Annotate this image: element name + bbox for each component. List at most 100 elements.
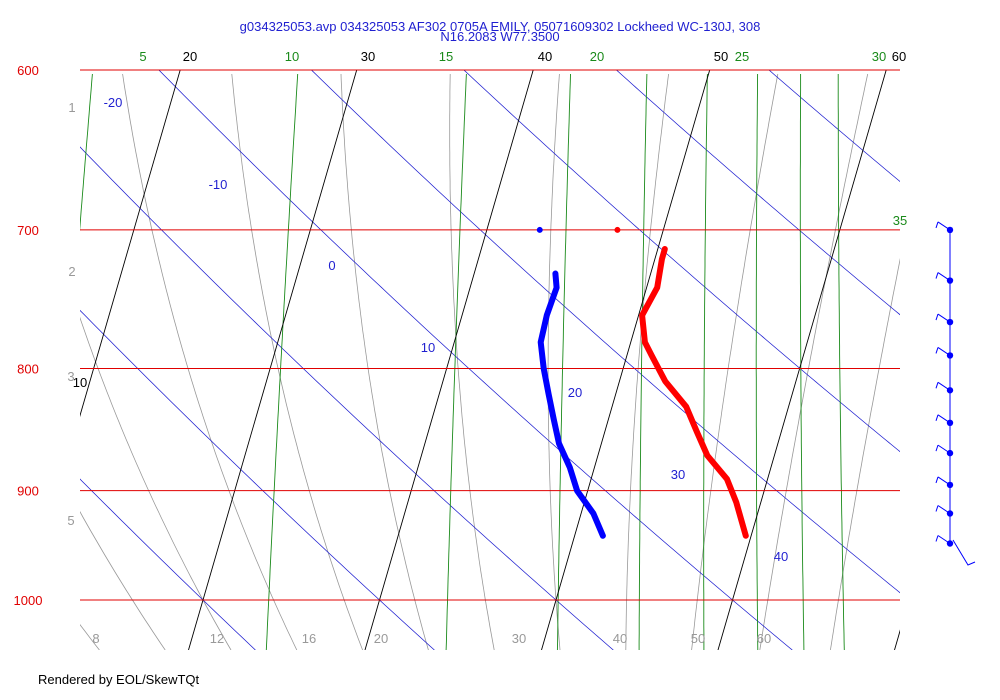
moist-adiabat <box>80 624 100 650</box>
mixing-ratio-line <box>703 73 708 650</box>
moist-adiabat-label: 40 <box>613 631 627 646</box>
dry-adiabat-label: 10 <box>421 340 435 355</box>
wind-barb <box>937 272 951 281</box>
pressure-label: 800 <box>17 361 39 376</box>
wind-barb <box>937 313 951 323</box>
wind-barb-flag <box>935 444 939 452</box>
isotherm-label: 30 <box>361 49 375 64</box>
isotherm <box>717 70 887 650</box>
mixing-ratio-line <box>265 73 299 650</box>
chart-title: g034325053.avp 034325053 AF302 0705A EMI… <box>239 19 761 34</box>
moist-adiabat-label: 16 <box>302 631 316 646</box>
wind-profile <box>935 221 976 566</box>
wind-barb <box>937 414 951 424</box>
dry-adiabat <box>922 70 1000 650</box>
dry-adiabat <box>463 70 900 453</box>
moist-adiabat <box>449 73 495 650</box>
temperature-trace <box>639 246 749 539</box>
isotherm <box>188 70 358 650</box>
isotherm-label: 20 <box>183 49 197 64</box>
mixing-ratio-label: 10 <box>285 49 299 64</box>
dry-adiabat <box>616 70 900 316</box>
moist-adiabat <box>80 316 232 650</box>
moist-adiabat <box>231 73 363 650</box>
moist-adiabat-label: 20 <box>374 631 388 646</box>
dry-adiabat-label: -20 <box>104 95 123 110</box>
mixing-ratio-label: 20 <box>590 49 604 64</box>
mixing-ratio-label: 25 <box>735 49 749 64</box>
moist-adiabat-label: 30 <box>512 631 526 646</box>
dry-adiabat-label: 40 <box>774 549 788 564</box>
mixing-ratio-line <box>799 74 805 650</box>
isotherm <box>0 70 4 650</box>
dry-adiabat <box>80 309 435 650</box>
moist-adiabat-label: 50 <box>691 631 705 646</box>
wind-barb <box>937 381 951 391</box>
isotherm-label: 40 <box>538 49 552 64</box>
moist-adiabat <box>547 73 561 650</box>
moist-adiabat <box>122 73 298 650</box>
mixing-ratio-label: 5 <box>139 49 146 64</box>
wind-barb-flag <box>935 476 939 484</box>
mixing-ratio-line <box>556 73 571 650</box>
dry-adiabat-label: 0 <box>328 258 335 273</box>
isotherm <box>541 70 711 650</box>
wind-barb-flag <box>935 272 939 279</box>
mixing-ratio-line <box>80 73 93 232</box>
height-label: 3 <box>67 369 74 384</box>
pressure-label: 700 <box>17 223 39 238</box>
moist-adiabat-label: 8 <box>92 631 99 646</box>
mixing-ratio-label: 30 <box>872 49 886 64</box>
dry-adiabat <box>0 70 77 650</box>
dry-adiabat <box>80 146 614 650</box>
dry-adiabat <box>158 70 793 650</box>
height-label: 2 <box>68 264 75 279</box>
isotherm-label: 10 <box>73 375 87 390</box>
dry-adiabat-label: 30 <box>671 467 685 482</box>
dewpoint-trace <box>537 270 606 539</box>
mixing-ratio-label: 35 <box>893 213 907 228</box>
dry-adiabat <box>311 70 900 594</box>
dry-adiabat <box>80 478 256 650</box>
wind-barb-flag <box>935 347 939 354</box>
mixing-ratio-line <box>837 74 845 650</box>
moist-adiabat <box>80 511 166 650</box>
mixing-ratio-line <box>755 73 759 650</box>
wind-barb <box>937 221 951 231</box>
wind-barb-flag <box>935 505 939 512</box>
wind-barb <box>937 444 951 454</box>
isotherm <box>364 70 534 650</box>
wind-barb <box>937 347 951 356</box>
moist-adiabat <box>340 73 429 650</box>
isotherm-label: 60 <box>892 49 906 64</box>
render-credit: Rendered by EOL/SkewTQt <box>38 672 200 687</box>
wind-barb <box>937 505 951 514</box>
wind-barb-flag <box>935 414 939 421</box>
pressure-label: 1000 <box>14 593 43 608</box>
dry-adiabat-label: -10 <box>209 177 228 192</box>
isotherm <box>80 70 181 418</box>
dry-adiabat-label: 20 <box>568 385 582 400</box>
temperature-point <box>614 226 621 233</box>
chart-subtitle: N16.2083 W77.3500 <box>440 29 560 44</box>
moist-adiabat <box>691 73 779 650</box>
wind-barb-flag <box>935 221 939 229</box>
height-label: 5 <box>67 513 74 528</box>
isotherm-label: 50 <box>714 49 728 64</box>
height-label: 1 <box>68 100 75 115</box>
wind-barb-flag <box>935 313 939 321</box>
wind-barb <box>937 476 951 486</box>
mixing-ratio-line <box>445 73 467 650</box>
moist-adiabat <box>759 73 869 650</box>
wind-barb-flag <box>935 382 939 389</box>
mixing-ratio-line <box>638 73 648 650</box>
dry-adiabat <box>768 70 900 183</box>
moist-adiabat <box>972 74 1000 650</box>
dewpoint-point <box>536 226 543 233</box>
wind-barb <box>937 535 951 544</box>
wind-barb-flag <box>935 535 939 542</box>
mixing-ratio-label: 15 <box>439 49 453 64</box>
moist-adiabat <box>625 73 669 650</box>
pressure-label: 600 <box>17 63 39 78</box>
